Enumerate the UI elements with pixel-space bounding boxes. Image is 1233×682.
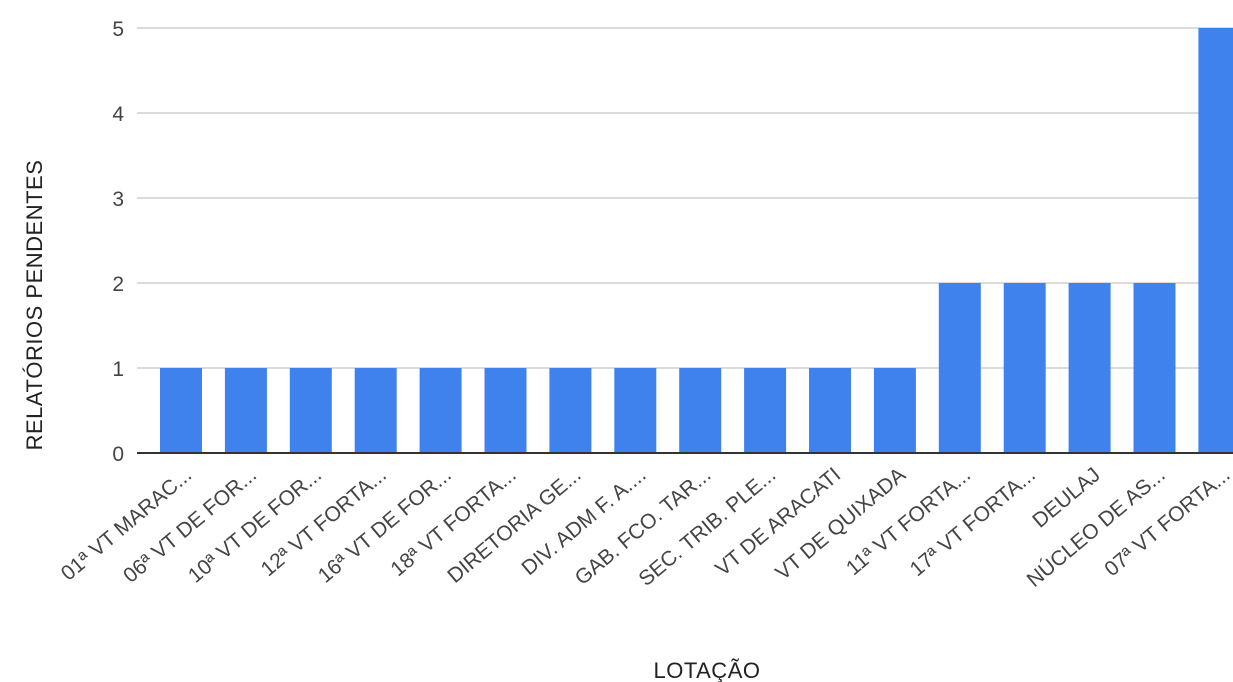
- y-tick-label: 2: [112, 273, 124, 296]
- y-tick-label: 1: [112, 358, 124, 381]
- y-tick-label: 0: [112, 443, 124, 466]
- bar: [289, 368, 332, 453]
- bar: [679, 368, 722, 453]
- bar: [744, 368, 787, 453]
- y-tick-labels: 0 1 2 3 4 5: [112, 18, 124, 466]
- bar: [354, 368, 397, 453]
- bar: [419, 368, 462, 453]
- bar: [484, 368, 527, 453]
- x-axis-title: LOTAÇÃO: [653, 658, 760, 682]
- bar: [873, 368, 916, 453]
- bar: [1133, 283, 1176, 453]
- bar: [224, 368, 267, 453]
- bar: [809, 368, 851, 453]
- y-tick-label: 5: [112, 18, 124, 41]
- bar: [1003, 283, 1046, 453]
- bar: [1198, 28, 1233, 453]
- y-tick-label: 3: [112, 188, 124, 211]
- bar: [160, 368, 202, 453]
- bar: [614, 368, 657, 453]
- bar: [549, 368, 592, 453]
- x-tick-labels: 01ª VT MARAC...06ª VT DE FOR...10ª VT DE…: [57, 463, 1233, 592]
- gridlines: [137, 27, 1233, 369]
- y-axis-title: RELATÓRIOS PENDENTES: [22, 160, 47, 451]
- bar: [1068, 283, 1111, 453]
- bars: [160, 28, 1233, 453]
- bar: [938, 283, 981, 453]
- y-tick-label: 4: [112, 103, 124, 126]
